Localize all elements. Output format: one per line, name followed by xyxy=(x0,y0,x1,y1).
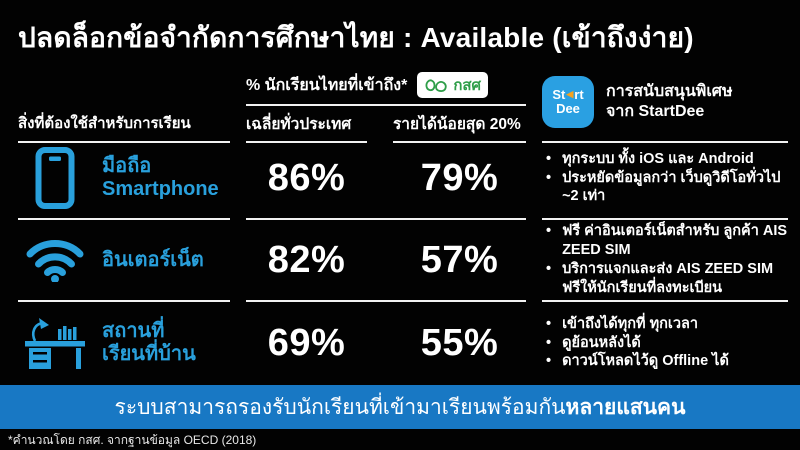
startdee-play-triangle-icon: ◀ xyxy=(566,88,574,99)
subcolumn-header-lowest20: รายได้น้อยสุด 20% xyxy=(392,111,526,143)
footnote: *คำนวณโดย กสศ. จากฐานข้อมูล OECD (2018) xyxy=(8,433,257,447)
value-average: 86% xyxy=(267,156,346,199)
table-row-study-place: สถานที่ เรียนที่บ้าน 69% 55% เข้าถึงได้ท… xyxy=(18,302,788,384)
column-header-percent-access: % นักเรียนไทยที่เข้าถึง* กสศ เฉลี่ยทั่วป… xyxy=(246,70,526,143)
banner-highlight: หลายแสนคน xyxy=(565,395,686,419)
row-label-line2: เรียนที่บ้าน xyxy=(102,343,196,365)
startdee-logo-icon: St ◀ rt Dee xyxy=(542,75,594,128)
capacity-banner: ระบบสามารถรองรับนักเรียนที่เข้ามาเรียนพร… xyxy=(0,385,800,429)
support-bullet-list: เข้าถึงได้ทุกที่ ทุกเวลา ดูย้อนหลังได้ ด… xyxy=(542,315,788,372)
row-label: สถานที่ เรียนที่บ้าน xyxy=(102,320,196,366)
row-label: มือถือ Smartphone xyxy=(102,155,219,201)
availability-table: สิ่งที่ต้องใช้สำหรับการเรียน % นักเรียนไ… xyxy=(18,70,788,384)
value-lowest20: 55% xyxy=(420,321,499,364)
bullet-item: ดาวน์โหลดไว้ดู Offline ได้ xyxy=(542,352,788,371)
percent-header-label: % นักเรียนไทยที่เข้าถึง* xyxy=(246,76,408,94)
bullet-item: ทุกระบบ ทั้ง iOS และ Android xyxy=(542,150,788,169)
value-average: 69% xyxy=(267,321,346,364)
bullet-item: ประหยัดข้อมูลกว่า เว็บดูวิดีโอทั่วไป ~2 … xyxy=(542,169,788,207)
subcolumn-header-average: เฉลี่ยทั่วประเทศ xyxy=(246,111,367,143)
support-header-line1: การสนับสนุนพิเศษ xyxy=(606,82,733,100)
table-row-smartphone: มือถือ Smartphone 86% 79% ทุกระบบ ทั้ง i… xyxy=(18,138,788,220)
eef-logo-icon xyxy=(425,79,447,92)
value-average: 82% xyxy=(267,238,346,281)
requirements-header-label: สิ่งที่ต้องใช้สำหรับการเรียน xyxy=(18,115,191,132)
column-header-requirements: สิ่งที่ต้องใช้สำหรับการเรียน xyxy=(18,70,230,143)
table-row-internet: อินเตอร์เน็ต 82% 57% ฟรี ค่าอินเตอร์เน็ต… xyxy=(18,220,788,302)
value-lowest20: 79% xyxy=(420,156,499,199)
value-lowest20: 57% xyxy=(420,238,499,281)
startdee-logo-text: Dee xyxy=(556,100,580,116)
row-label-line1: สถานที่ xyxy=(102,320,165,342)
row-label: อินเตอร์เน็ต xyxy=(102,249,204,272)
smartphone-icon xyxy=(24,147,86,209)
bullet-item: เข้าถึงได้ทุกที่ ทุกเวลา xyxy=(542,315,788,334)
startdee-logo-text: rt xyxy=(574,86,584,102)
header-divider-line xyxy=(246,104,526,106)
eef-logo-text: กสศ xyxy=(453,77,482,94)
startdee-logo-text: St xyxy=(552,86,566,102)
column-header-support: St ◀ rt Dee การสนับสนุนพิเศษ จาก StartDee xyxy=(542,70,788,143)
row-label-line2: Smartphone xyxy=(102,178,219,200)
desk-icon xyxy=(24,317,86,369)
row-label-line1: อินเตอร์เน็ต xyxy=(102,248,204,271)
bullet-item: ฟรี ค่าอินเตอร์เน็ตสำหรับ ลูกค้า AIS ZEE… xyxy=(542,222,788,260)
table-header-row: สิ่งที่ต้องใช้สำหรับการเรียน % นักเรียนไ… xyxy=(18,70,788,143)
bullet-item: ดูย้อนหลังได้ xyxy=(542,334,788,353)
support-header-line2: จาก StartDee xyxy=(606,102,705,120)
page-title: ปลดล็อกข้อจำกัดการศึกษาไทย : Available (… xyxy=(18,22,694,53)
support-header-label: การสนับสนุนพิเศษ จาก StartDee xyxy=(606,82,732,122)
eef-logo: กสศ xyxy=(417,72,489,98)
support-bullet-list: ทุกระบบ ทั้ง iOS และ Android ประหยัดข้อม… xyxy=(542,150,788,207)
support-bullet-list: ฟรี ค่าอินเตอร์เน็ตสำหรับ ลูกค้า AIS ZEE… xyxy=(542,222,788,297)
row-label-line1: มือถือ xyxy=(102,155,152,177)
wifi-icon xyxy=(24,238,86,282)
banner-text: ระบบสามารถรองรับนักเรียนที่เข้ามาเรียนพร… xyxy=(114,395,566,419)
bullet-item: บริการแจกและส่ง AIS ZEED SIM ฟรีให้นักเร… xyxy=(542,260,788,298)
